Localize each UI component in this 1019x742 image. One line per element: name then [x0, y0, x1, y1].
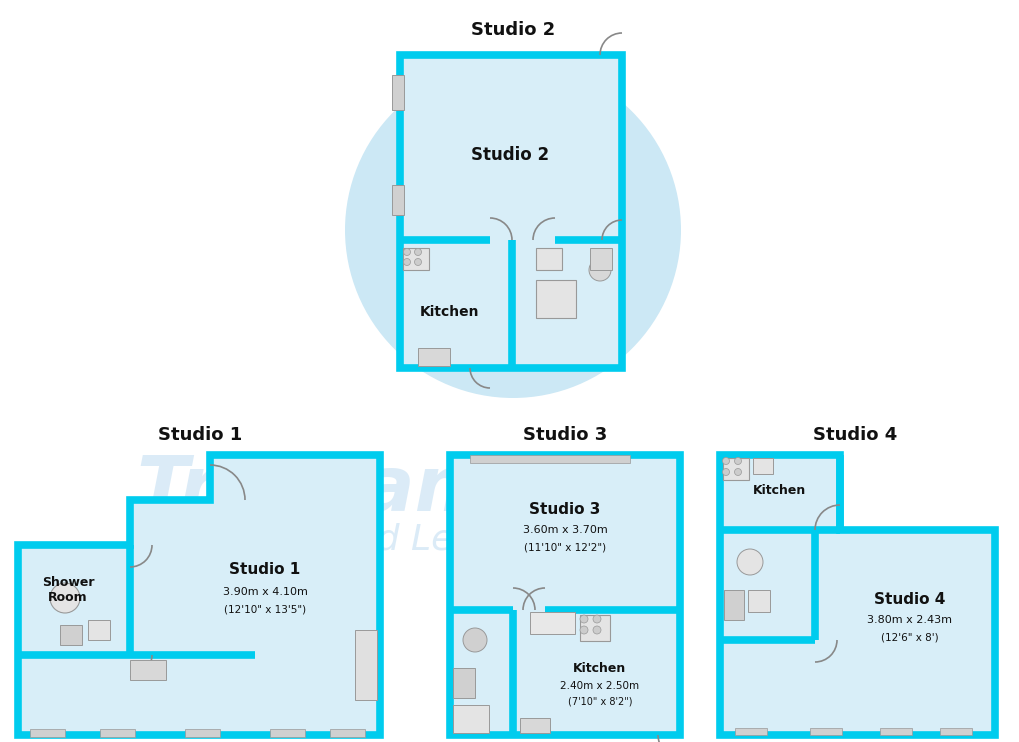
Text: Studio 3: Studio 3	[529, 502, 600, 517]
Circle shape	[580, 615, 587, 623]
Circle shape	[404, 258, 410, 266]
Bar	[752, 458, 772, 474]
Circle shape	[734, 468, 741, 476]
Bar	[452, 705, 488, 733]
Bar	[535, 248, 561, 270]
Text: Studio 2: Studio 2	[471, 21, 554, 39]
Bar	[530, 612, 575, 634]
Bar	[391, 75, 404, 110]
Bar	[722, 458, 748, 480]
Bar	[580, 615, 609, 641]
Bar	[403, 248, 429, 270]
Bar	[735, 728, 766, 735]
Bar	[879, 728, 911, 735]
Text: 3.60m x 3.70m: 3.60m x 3.70m	[522, 525, 606, 535]
Polygon shape	[719, 455, 994, 735]
Text: Studio 4: Studio 4	[873, 593, 945, 608]
Text: Studio 3: Studio 3	[523, 426, 606, 444]
Bar	[535, 280, 576, 318]
Bar	[355, 630, 377, 700]
Bar	[589, 248, 611, 270]
Bar	[452, 668, 475, 698]
Text: 3.80m x 2.43m: 3.80m x 2.43m	[866, 615, 952, 625]
Text: (12'10" x 13'5"): (12'10" x 13'5")	[224, 605, 306, 615]
Circle shape	[50, 583, 79, 613]
Circle shape	[463, 628, 486, 652]
Bar	[184, 729, 220, 737]
Bar	[747, 590, 769, 612]
Circle shape	[721, 468, 729, 476]
Bar	[470, 455, 630, 463]
Bar	[330, 729, 365, 737]
Text: 3.90m x 4.10m: 3.90m x 4.10m	[222, 587, 307, 597]
Text: Kitchen: Kitchen	[420, 305, 479, 319]
Circle shape	[580, 626, 587, 634]
Circle shape	[592, 615, 600, 623]
Bar	[723, 590, 743, 620]
Bar	[418, 348, 449, 366]
Bar	[520, 718, 549, 733]
Polygon shape	[399, 55, 622, 368]
Text: 2.40m x 2.50m: 2.40m x 2.50m	[559, 681, 639, 691]
Text: Kitchen: Kitchen	[753, 484, 806, 496]
Text: (12'6" x 8'): (12'6" x 8')	[880, 633, 937, 643]
Circle shape	[414, 258, 421, 266]
Text: Kitchen: Kitchen	[573, 662, 626, 674]
Text: Studio 4: Studio 4	[812, 426, 897, 444]
Text: (11'10" x 12'2"): (11'10" x 12'2")	[524, 543, 605, 553]
Circle shape	[404, 249, 410, 255]
Bar	[88, 620, 110, 640]
Text: Sales and Lettings: Sales and Lettings	[223, 523, 555, 557]
Bar	[809, 728, 841, 735]
Polygon shape	[449, 455, 680, 735]
Bar	[60, 625, 82, 645]
Bar	[391, 185, 404, 215]
Text: Studio 1: Studio 1	[229, 562, 301, 577]
Circle shape	[734, 458, 741, 464]
Bar	[129, 660, 166, 680]
Bar	[270, 729, 305, 737]
Circle shape	[721, 458, 729, 464]
Circle shape	[592, 626, 600, 634]
Bar	[940, 728, 971, 735]
Circle shape	[737, 549, 762, 575]
Text: (7'10" x 8'2"): (7'10" x 8'2")	[568, 697, 632, 707]
Bar	[30, 729, 65, 737]
Text: Shower
Room: Shower Room	[42, 576, 94, 604]
Polygon shape	[18, 455, 380, 735]
Circle shape	[588, 259, 610, 281]
Text: Tristram's: Tristram's	[137, 453, 564, 527]
Text: Studio 1: Studio 1	[158, 426, 242, 444]
Circle shape	[344, 62, 681, 398]
Circle shape	[414, 249, 421, 255]
Text: Studio 2: Studio 2	[471, 146, 548, 164]
Bar	[100, 729, 135, 737]
